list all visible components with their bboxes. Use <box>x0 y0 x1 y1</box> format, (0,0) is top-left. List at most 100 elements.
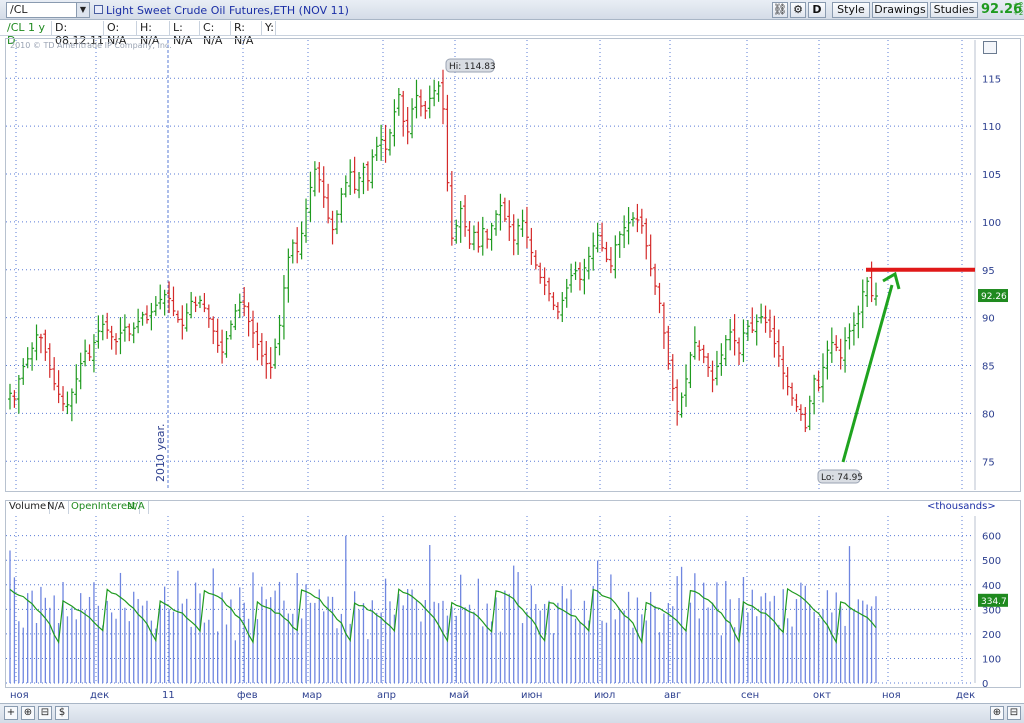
zoom-out-icon[interactable]: ⊟ <box>38 706 52 720</box>
ohlc-bar <box>365 161 370 191</box>
symbol-input[interactable]: /CL ▼ <box>6 2 90 18</box>
gear-icon[interactable]: ⚙ <box>790 2 806 18</box>
ohlc-bar <box>604 241 609 263</box>
ohlc-bar <box>798 404 803 421</box>
ohlc-bar <box>131 322 136 344</box>
ohlc-bar <box>555 302 560 320</box>
ohlc-bar <box>370 149 375 189</box>
ohlc-bar <box>392 99 397 147</box>
ohlc-bar <box>246 302 251 337</box>
ohlc-bar <box>723 335 728 366</box>
ohlc-bar <box>259 333 264 366</box>
ohlc-bar <box>162 289 167 316</box>
price-axis: 75 80 85 90 95 100 105 110 115 <box>974 40 1001 490</box>
ohlc-bar <box>480 216 485 256</box>
link-icon[interactable] <box>94 5 103 14</box>
range-readout: R: N/A <box>231 21 262 47</box>
annotations: Hi: 114.83 Lo: 74.95 92.26 <box>445 58 1008 484</box>
ohlc-bar <box>458 200 463 243</box>
ohlc-bar <box>432 79 437 107</box>
price-tick-label: 85 <box>982 362 995 373</box>
high-label: Hi: 114.83 <box>445 58 496 73</box>
dropdown-arrow-icon[interactable]: ▼ <box>76 3 89 17</box>
ohlc-bar <box>869 261 874 303</box>
ohlc-bar <box>16 375 21 414</box>
ohlc-bar <box>321 166 326 208</box>
ohlc-bar <box>255 322 260 361</box>
trend-arrow <box>841 284 894 463</box>
ohlc-bar <box>396 88 401 116</box>
ohlc-bar <box>471 225 476 251</box>
ohlc-bar <box>352 156 357 194</box>
ohlc-bar <box>595 222 600 253</box>
style-button[interactable]: Style <box>832 2 870 18</box>
ohlc-bar <box>538 262 543 284</box>
ohlc-bar <box>812 374 817 415</box>
ohlc-bar <box>189 291 194 319</box>
zoom-in-bottom-icon[interactable]: ⊕ <box>990 706 1004 720</box>
volume-panel[interactable] <box>5 500 1021 688</box>
ohlc-bar <box>38 333 43 354</box>
link-icon[interactable]: ⛓ <box>772 2 788 18</box>
ohlc-bar <box>357 172 362 199</box>
chart-icon[interactable] <box>983 41 997 54</box>
ohlc-bar <box>343 175 348 198</box>
ohlc-bar <box>312 161 317 197</box>
ohlc-bar <box>741 319 746 363</box>
price-grid <box>6 40 972 490</box>
ohlc-bar <box>586 246 591 280</box>
drawings-button[interactable]: Drawings <box>872 2 928 18</box>
zoom-icon[interactable]: ⊕ <box>21 706 35 720</box>
ohlc-bar <box>759 303 764 324</box>
period-label[interactable]: /CL 1 y D <box>4 21 52 47</box>
studies-button[interactable]: Studies <box>930 2 978 18</box>
ohlc-bar <box>684 364 689 407</box>
price-panel[interactable] <box>5 38 1021 492</box>
d-button[interactable]: D <box>808 2 826 18</box>
ohlc-bar <box>874 282 878 306</box>
ohlc-bar <box>330 210 335 245</box>
ohlc-bar <box>829 327 834 363</box>
ohlc-bar <box>211 316 216 345</box>
ohlc-bar <box>299 221 304 260</box>
high-label-text: Hi: 114.83 <box>449 62 496 72</box>
instrument-title[interactable]: Light Sweet Crude Oil Futures,ETH (NOV 1… <box>106 4 349 17</box>
dollar-icon[interactable]: $ <box>55 706 69 720</box>
crosshair-icon[interactable]: + <box>4 706 18 720</box>
ohlc-bar <box>657 282 662 314</box>
ohlc-bar <box>807 395 812 431</box>
ohlc-bar <box>838 338 843 370</box>
ohlc-bar <box>679 392 684 418</box>
ohlc-bar <box>697 340 702 361</box>
ohlc-bar <box>745 320 750 341</box>
ohlc-bar <box>613 235 618 279</box>
ohlc-bar <box>65 391 70 415</box>
ohlc-bar <box>617 231 622 258</box>
ohlc-bar <box>224 331 229 358</box>
open-readout: O: N/A <box>104 21 137 47</box>
ohlc-bar <box>577 262 582 291</box>
ohlc-bar <box>454 219 459 244</box>
ohlc-bar <box>334 210 339 235</box>
bottom-toolbar: + ⊕ ⊟ $ ⊕ ⊟ <box>0 703 1024 723</box>
volume-value: N/A <box>44 501 69 514</box>
close-readout: C: N/A <box>200 21 231 47</box>
ohlc-bar <box>794 393 799 412</box>
price-tick-label: 80 <box>982 409 995 420</box>
ohlc-bar <box>8 383 12 410</box>
ohlc-bar <box>467 221 472 249</box>
price-bars <box>8 69 878 433</box>
zoom-out-bottom-icon[interactable]: ⊟ <box>1007 706 1021 720</box>
ohlc-bar <box>516 218 521 255</box>
ohlc-bar <box>175 310 180 323</box>
volume-label[interactable]: Volume <box>6 501 51 514</box>
ohlc-bar <box>445 94 450 192</box>
ohlc-bar <box>710 360 715 393</box>
open-interest-label[interactable]: OpenInterest <box>68 501 141 514</box>
ohlc-bar <box>449 171 454 246</box>
ohlc-bar <box>87 344 92 361</box>
low-label: Lo: 74.95 <box>817 469 863 484</box>
ohlc-bar <box>277 315 282 356</box>
ohlc-bar <box>507 200 512 241</box>
